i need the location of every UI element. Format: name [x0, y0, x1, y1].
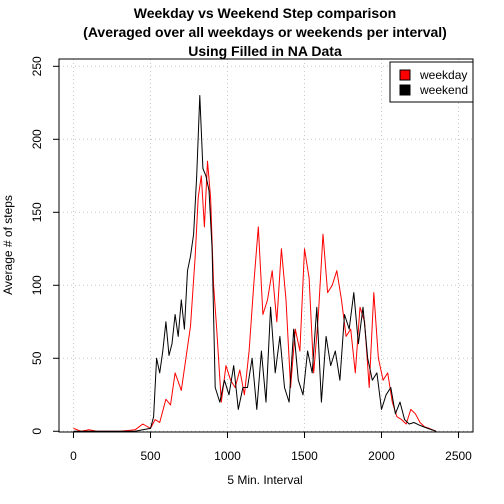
- plot-box: [58, 58, 474, 433]
- y-tick-label: 0: [30, 428, 44, 435]
- y-tick-label: 100: [30, 275, 44, 295]
- legend-label-weekday: weekday: [419, 68, 467, 82]
- x-tick-label: 500: [140, 449, 160, 463]
- chart-title: Weekday vs Weekend Step comparison (Aver…: [83, 5, 447, 59]
- series-line-weekend: [73, 95, 437, 432]
- title-line-3: Using Filled in NA Data: [188, 43, 342, 59]
- x-tick-label: 1000: [214, 449, 241, 463]
- legend-swatch-weekday: [399, 69, 411, 81]
- y-tick-label: 250: [30, 56, 44, 76]
- plot-lines: [73, 95, 437, 432]
- title-line-1: Weekday vs Weekend Step comparison: [134, 5, 396, 21]
- x-tick-label: 2500: [445, 449, 472, 463]
- y-axis-label: Average # of steps: [1, 195, 15, 295]
- x-tick-label: 2000: [368, 449, 395, 463]
- y-tick-label: 50: [30, 351, 44, 365]
- y-tick-label: 150: [30, 202, 44, 222]
- y-axis: 0 50 100 150 200 250: [30, 56, 59, 435]
- series-line-weekday: [73, 160, 437, 432]
- legend-label-weekend: weekend: [419, 83, 468, 97]
- title-line-2: (Averaged over all weekdays or weekends …: [83, 24, 447, 40]
- x-axis: 0 500 1000 1500 2000 2500: [70, 432, 472, 463]
- x-tick-label: 0: [70, 449, 77, 463]
- x-axis-label: 5 Min. Interval: [227, 473, 302, 487]
- legend-swatch-weekend: [399, 84, 411, 96]
- x-tick-label: 1500: [291, 449, 318, 463]
- y-tick-label: 200: [30, 129, 44, 149]
- grid: [59, 59, 473, 432]
